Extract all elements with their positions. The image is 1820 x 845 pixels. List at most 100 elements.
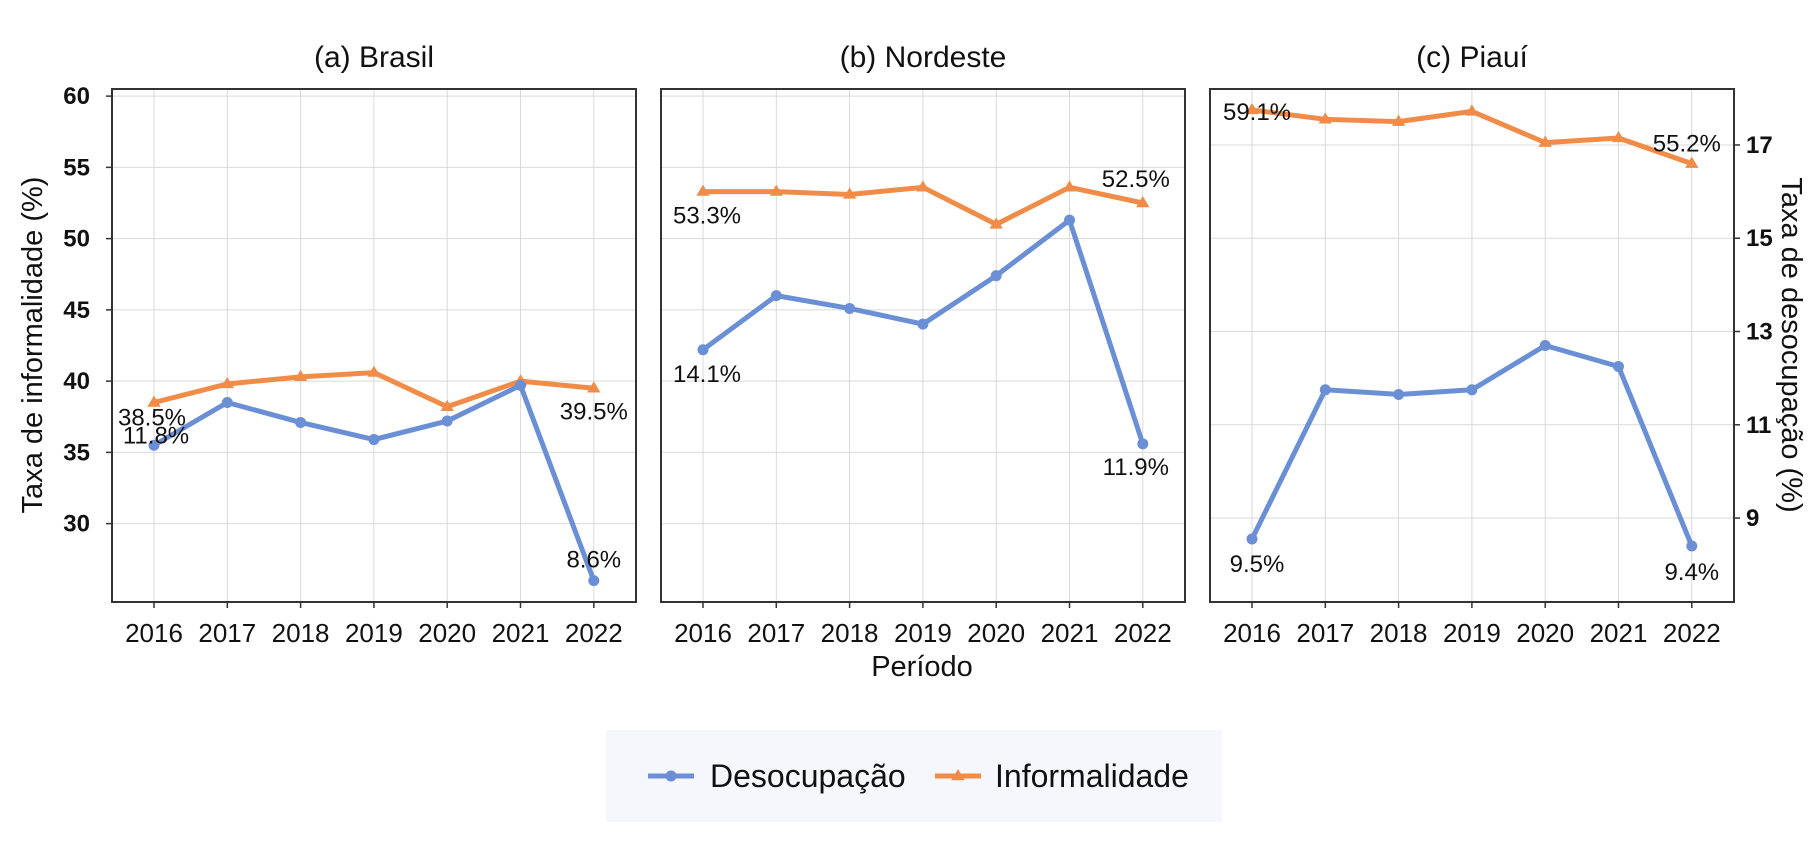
point-desocupacao bbox=[221, 397, 233, 408]
legend: Desocupação Informalidade bbox=[606, 730, 1222, 822]
x-tick-label: 2021 bbox=[492, 618, 550, 648]
point-informalidade bbox=[367, 365, 381, 377]
point-desocupacao bbox=[1319, 384, 1331, 396]
y-tick-label-right: 9 bbox=[1746, 505, 1759, 532]
point-desocupacao bbox=[1466, 384, 1478, 396]
point-informalidade bbox=[1391, 114, 1406, 126]
legend-key-marker bbox=[665, 770, 677, 782]
y-tick-label-left: 55 bbox=[63, 154, 90, 181]
x-tick-label: 2016 bbox=[125, 618, 183, 648]
point-informalidade bbox=[769, 184, 783, 196]
data-label: 38.5% bbox=[118, 405, 186, 432]
data-label: 9.4% bbox=[1664, 559, 1719, 586]
data-label: 59.1% bbox=[1223, 99, 1291, 126]
grid-layer bbox=[106, 88, 1740, 608]
point-informalidade bbox=[989, 217, 1003, 229]
x-tick-label: 2018 bbox=[1370, 618, 1428, 648]
x-tick-label: 2022 bbox=[1663, 618, 1721, 648]
point-desocupacao bbox=[844, 302, 856, 314]
point-desocupacao bbox=[368, 434, 380, 446]
y-tick-label-right: 15 bbox=[1746, 225, 1773, 252]
legend-label: Informalidade bbox=[995, 758, 1189, 794]
x-tick-label: 2021 bbox=[1590, 618, 1648, 648]
x-tick-label: 2017 bbox=[1296, 618, 1354, 648]
data-label: 53.3% bbox=[673, 203, 741, 230]
point-informalidade bbox=[696, 184, 710, 196]
y-tick-label-left: 40 bbox=[63, 368, 90, 395]
point-desocupacao bbox=[295, 416, 307, 428]
point-informalidade bbox=[440, 399, 454, 411]
y-tick-label-left: 35 bbox=[63, 439, 90, 466]
series-layer bbox=[147, 102, 1699, 587]
data-label: 11.9% bbox=[1103, 454, 1169, 481]
data-label: 55.2% bbox=[1653, 131, 1721, 158]
y-tick-label-right: 11 bbox=[1746, 412, 1771, 439]
point-desocupacao bbox=[770, 290, 782, 302]
x-tick-label: 2017 bbox=[198, 618, 256, 648]
point-desocupacao bbox=[148, 439, 160, 451]
y-tick-label-right: 17 bbox=[1746, 132, 1773, 159]
point-desocupacao bbox=[1539, 340, 1551, 351]
point-informalidade bbox=[1465, 104, 1479, 116]
panel-title: (a) Brasil bbox=[314, 41, 434, 74]
point-desocupacao bbox=[1137, 438, 1149, 450]
x-tick-label: 2020 bbox=[967, 618, 1025, 648]
y-axis-title-left: Taxa de informalidade (%) bbox=[17, 177, 49, 514]
point-informalidade bbox=[1611, 130, 1626, 143]
point-desocupacao bbox=[1064, 214, 1075, 226]
point-informalidade bbox=[1136, 196, 1150, 208]
point-informalidade bbox=[220, 376, 234, 389]
y-tick-label-left: 50 bbox=[63, 226, 90, 253]
x-tick-label: 2019 bbox=[1443, 618, 1501, 648]
y-tick-label-left: 30 bbox=[63, 511, 90, 538]
x-tick-label: 2018 bbox=[272, 618, 330, 648]
point-informalidade bbox=[1538, 135, 1552, 147]
x-tick-label: 2019 bbox=[345, 618, 403, 648]
data-label: 39.5% bbox=[560, 398, 628, 425]
point-informalidade bbox=[916, 180, 930, 192]
data-label: 8.6% bbox=[566, 547, 621, 574]
point-desocupacao bbox=[588, 575, 600, 587]
point-informalidade bbox=[1062, 180, 1077, 192]
x-tick-label: 2022 bbox=[565, 618, 623, 648]
point-desocupacao bbox=[697, 344, 709, 356]
y-axis-title-right: Taxa de desocupação (%) bbox=[1775, 177, 1807, 512]
y-tick-label-left: 60 bbox=[63, 83, 90, 110]
x-tick-label: 2016 bbox=[674, 618, 732, 648]
data-label: 9.5% bbox=[1230, 551, 1285, 578]
x-tick-label: 2019 bbox=[894, 618, 952, 648]
text-layer: (a) Brasil 2016 2017 2018 2019 2020 2021 2022 38… bbox=[63, 41, 1772, 648]
x-tick-label: 2016 bbox=[1223, 618, 1281, 648]
point-desocupacao bbox=[1246, 533, 1258, 545]
data-label: 52.5% bbox=[1102, 166, 1170, 193]
panel-title: (b) Nordeste bbox=[840, 41, 1007, 74]
point-desocupacao bbox=[1686, 540, 1698, 552]
point-desocupacao bbox=[1393, 388, 1405, 400]
point-informalidade bbox=[587, 381, 601, 393]
point-desocupacao bbox=[1613, 360, 1624, 372]
data-label: 11.8% bbox=[123, 422, 189, 449]
legend-key-marker bbox=[951, 769, 965, 781]
point-desocupacao bbox=[917, 318, 929, 330]
legend-label: Desocupação bbox=[710, 758, 906, 794]
panel-title: (c) Piauí bbox=[1416, 41, 1528, 74]
point-informalidade bbox=[842, 187, 857, 199]
y-tick-label-left: 45 bbox=[63, 297, 90, 324]
legend-box bbox=[606, 730, 1222, 822]
point-informalidade bbox=[147, 395, 161, 407]
point-desocupacao bbox=[990, 270, 1002, 282]
x-tick-label: 2018 bbox=[821, 618, 879, 648]
data-label: 14.1% bbox=[673, 361, 741, 388]
y-tick-label-right: 13 bbox=[1746, 319, 1773, 346]
x-tick-label: 2021 bbox=[1041, 618, 1099, 648]
point-informalidade bbox=[1685, 156, 1699, 168]
x-tick-label: 2017 bbox=[747, 618, 805, 648]
point-informalidade bbox=[293, 369, 308, 382]
x-tick-label: 2020 bbox=[1516, 618, 1574, 648]
point-desocupacao bbox=[515, 379, 526, 391]
point-informalidade bbox=[1318, 112, 1332, 124]
x-tick-label: 2020 bbox=[418, 618, 476, 648]
x-axis-title: Período bbox=[871, 651, 973, 683]
